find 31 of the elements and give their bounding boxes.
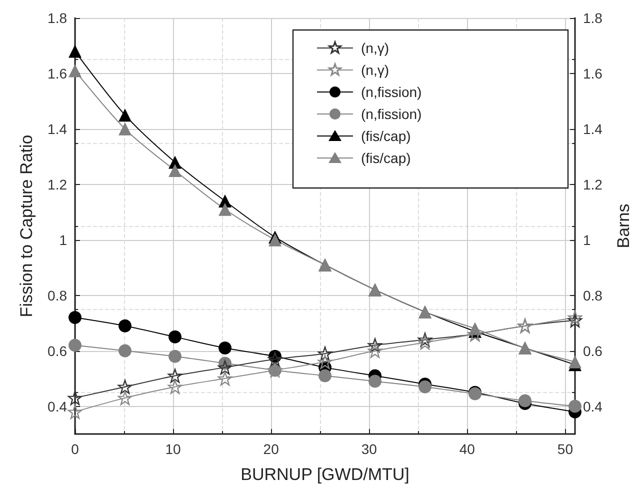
legend-label: (fis/cap) [361, 128, 411, 144]
legend-label: (n,fission) [361, 84, 422, 100]
y2-tick-label: 1.6 [583, 65, 603, 82]
y2-axis-title: Barns [614, 204, 633, 248]
y-tick-label: 1.8 [48, 10, 68, 26]
legend-label: (n,γ) [361, 62, 389, 78]
x-tick-label: 10 [165, 441, 182, 457]
y-tick-label: 0.6 [48, 342, 68, 359]
y-tick-label: 1.2 [48, 176, 68, 192]
legend-label: (fis/cap) [361, 150, 411, 166]
y-tick-label: 1.4 [48, 120, 68, 137]
y2-tick-label: 0.6 [583, 342, 603, 359]
y-axis-title: Fission to Capture Ratio [17, 134, 36, 318]
y2-tick-label: 0.8 [583, 287, 603, 304]
y-tick-label: 1 [59, 232, 68, 248]
x-tick-label: 40 [459, 441, 476, 457]
y2-tick-label: 1.8 [583, 10, 603, 26]
y2-tick-label: 1.4 [583, 120, 603, 137]
y2-tick-label: 1 [583, 232, 591, 248]
x-tick-label: 0 [71, 441, 80, 457]
x-tick-label: 50 [557, 441, 574, 457]
y-tick-label: 1.6 [48, 65, 68, 82]
x-tick-label: 30 [361, 441, 378, 457]
x-axis-title: BURNUP [GWD/MTU] [240, 465, 410, 484]
y2-tick-label: 0.4 [583, 398, 603, 414]
y-tick-label: 0.8 [48, 287, 68, 304]
y-tick-label: 0.4 [48, 398, 68, 414]
legend-label: (n,fission) [361, 106, 422, 122]
y2-tick-label: 1.2 [583, 176, 603, 192]
x-tick-label: 20 [263, 441, 280, 457]
legend-label: (n,γ) [361, 40, 389, 56]
